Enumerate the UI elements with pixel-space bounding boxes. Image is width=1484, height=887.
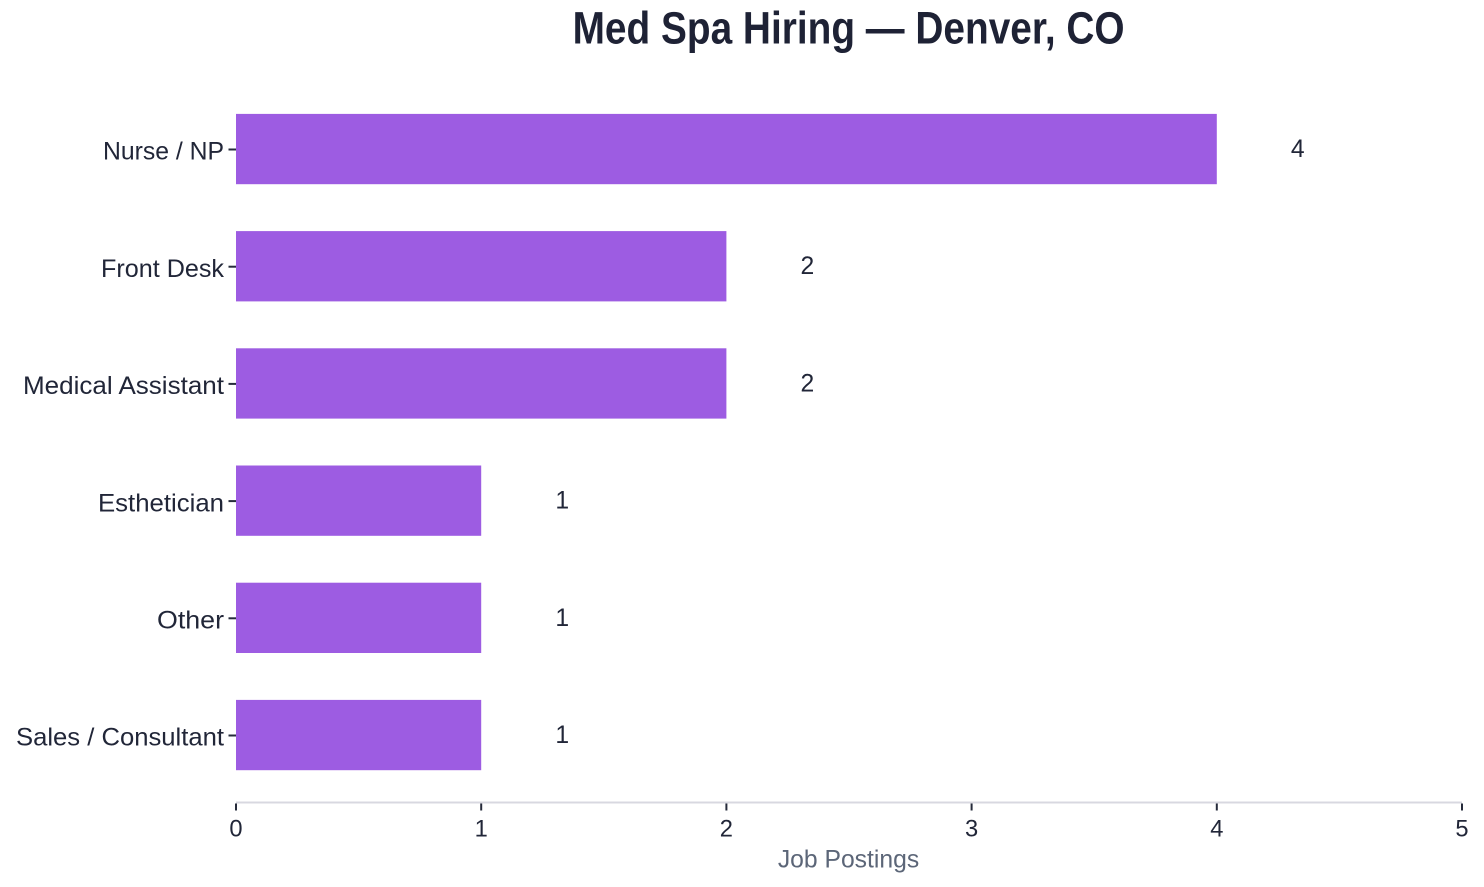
svg-text:Front Desk: Front Desk xyxy=(101,256,225,283)
svg-text:Nurse / NP: Nurse / NP xyxy=(103,139,224,166)
svg-text:2: 2 xyxy=(801,253,815,280)
svg-text:2: 2 xyxy=(720,817,733,843)
svg-text:Med Spa Hiring — Denver, CO: Med Spa Hiring — Denver, CO xyxy=(573,3,1125,54)
svg-text:1: 1 xyxy=(555,722,569,749)
svg-text:Job Postings: Job Postings xyxy=(778,847,919,874)
svg-text:0: 0 xyxy=(229,817,242,843)
svg-text:1: 1 xyxy=(475,817,488,843)
svg-text:1: 1 xyxy=(555,605,569,632)
svg-text:Sales / Consultant: Sales / Consultant xyxy=(16,725,224,752)
svg-text:5: 5 xyxy=(1455,817,1468,843)
svg-text:4: 4 xyxy=(1291,136,1305,163)
svg-text:Medical Assistant: Medical Assistant xyxy=(23,373,224,400)
svg-text:2: 2 xyxy=(801,370,815,397)
svg-text:3: 3 xyxy=(965,817,978,843)
svg-text:Other: Other xyxy=(157,608,224,635)
svg-text:4: 4 xyxy=(1210,817,1223,843)
svg-text:1: 1 xyxy=(555,488,569,515)
svg-text:Esthetician: Esthetician xyxy=(98,490,224,517)
